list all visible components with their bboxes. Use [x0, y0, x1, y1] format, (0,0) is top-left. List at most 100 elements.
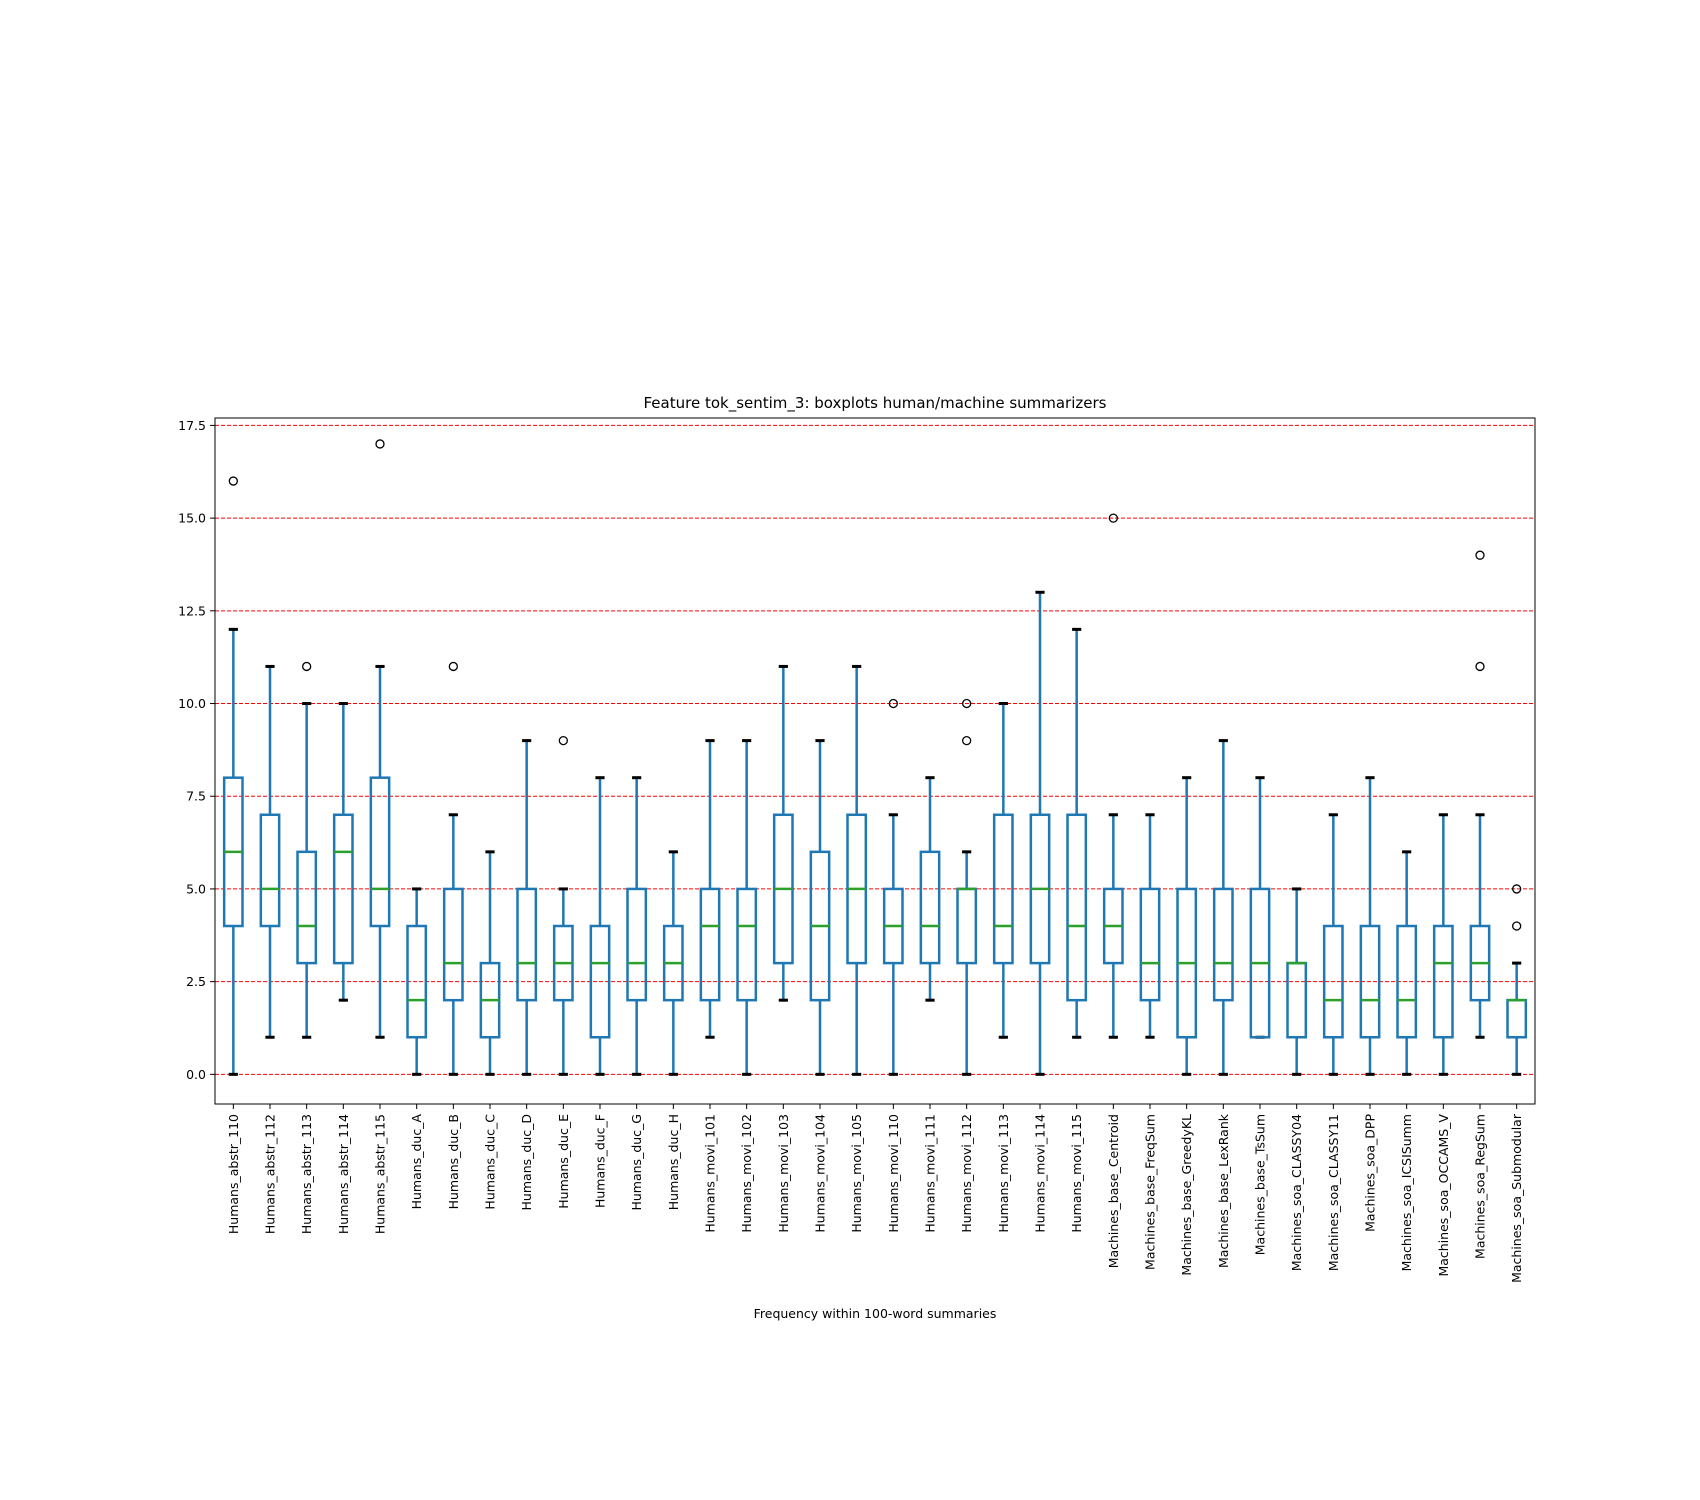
x-tick-label: Machines_base_LexRank	[1216, 1113, 1231, 1268]
x-tick-label: Humans_movi_115	[1069, 1114, 1084, 1233]
x-tick-label: Humans_duc_D	[519, 1114, 534, 1210]
box-group	[809, 739, 831, 1076]
x-tick-label: Machines_base_TsSum	[1253, 1114, 1268, 1255]
box-group	[882, 698, 904, 1076]
plot-area-frame	[214, 417, 1536, 1105]
iqr-box	[956, 887, 978, 965]
x-tick-label: Machines_soa_CLASSY11	[1326, 1114, 1341, 1271]
box-group	[442, 661, 464, 1076]
iqr-box	[1432, 924, 1454, 1039]
x-tick-label: Humans_abstr_115	[373, 1114, 388, 1234]
box-group	[1322, 813, 1344, 1076]
x-tick-label: Humans_movi_104	[813, 1114, 828, 1233]
iqr-box	[589, 924, 611, 1039]
iqr-box	[296, 850, 318, 965]
y-tick-label: 10.0	[178, 696, 206, 711]
iqr-box	[626, 887, 648, 1002]
x-tick-label: Humans_movi_102	[739, 1114, 754, 1233]
x-tick-label: Machines_soa_RegSum	[1473, 1114, 1488, 1259]
iqr-box	[369, 776, 391, 928]
box-group	[1066, 627, 1088, 1039]
box-group	[369, 439, 391, 1039]
box-group	[662, 850, 684, 1076]
box-group	[1286, 887, 1308, 1076]
box-group	[1469, 550, 1491, 1039]
box-group	[1139, 813, 1161, 1039]
box-group	[1102, 513, 1124, 1039]
x-tick-label: Humans_duc_B	[446, 1114, 461, 1209]
grid-lines	[215, 424, 1535, 1075]
box-group	[1396, 850, 1418, 1076]
box-group	[1432, 813, 1454, 1076]
iqr-box	[1322, 924, 1344, 1039]
box-group	[516, 739, 538, 1076]
box-group	[259, 664, 281, 1039]
outlier-point	[448, 661, 458, 672]
iqr-box	[1396, 924, 1418, 1039]
outlier-point	[962, 698, 972, 709]
box-group	[222, 476, 244, 1076]
box-group	[296, 661, 318, 1039]
box-group	[1176, 776, 1198, 1076]
box-group	[699, 739, 721, 1039]
y-tick-label: 5.0	[186, 881, 206, 896]
x-axis-ticks: Humans_abstr_110 Humans_abstr_112 Humans_a…	[226, 1104, 1524, 1283]
x-axis-label: Frequency within 100-word summaries	[754, 1306, 997, 1321]
x-tick-label: Humans_abstr_112	[263, 1114, 278, 1234]
iqr-box	[332, 813, 354, 965]
iqr-box	[1506, 998, 1528, 1039]
y-tick-label: 15.0	[178, 511, 206, 526]
y-tick-label: 0.0	[186, 1067, 206, 1082]
chart-title: Feature tok_sentim_3: boxplots human/mac…	[644, 394, 1107, 413]
x-tick-label: Machines_base_Centroid	[1106, 1114, 1121, 1268]
x-tick-label: Humans_movi_105	[849, 1114, 864, 1233]
y-tick-label: 17.5	[178, 418, 206, 433]
y-tick-label: 7.5	[186, 789, 206, 804]
iqr-box	[699, 887, 721, 1002]
iqr-box	[1286, 961, 1308, 1039]
iqr-box	[516, 887, 538, 1002]
x-tick-label: Machines_soa_CLASSY04	[1289, 1114, 1304, 1271]
x-tick-label: Humans_abstr_110	[226, 1114, 241, 1234]
iqr-box	[1212, 887, 1234, 1002]
box-group	[1359, 776, 1381, 1076]
x-tick-label: Humans_duc_C	[483, 1114, 498, 1210]
box-group	[1029, 590, 1051, 1076]
x-tick-label: Machines_soa_ICSISumm	[1399, 1114, 1414, 1271]
x-tick-label: Humans_movi_111	[923, 1114, 938, 1233]
x-tick-label: Machines_soa_DPP	[1363, 1114, 1378, 1232]
outlier-point	[962, 735, 972, 746]
y-tick-label: 12.5	[178, 603, 206, 618]
box-group	[552, 735, 574, 1076]
box-group	[1506, 884, 1528, 1076]
x-tick-label: Machines_base_FreqSum	[1143, 1114, 1158, 1270]
outlier-point	[1512, 884, 1522, 894]
outlier-point	[1512, 921, 1522, 931]
box-group	[1249, 776, 1271, 1039]
outlier-point	[302, 661, 312, 672]
x-tick-label: Humans_duc_H	[666, 1114, 681, 1210]
iqr-box	[406, 924, 428, 1039]
iqr-box	[992, 813, 1014, 965]
box-group	[1212, 739, 1234, 1076]
outlier-point	[228, 476, 238, 486]
box-group	[992, 702, 1014, 1039]
outlier-point	[375, 439, 385, 449]
iqr-box	[919, 850, 941, 965]
x-tick-label: Humans_duc_F	[593, 1114, 608, 1208]
x-tick-label: Machines_soa_Submodular	[1509, 1113, 1524, 1283]
x-tick-label: Humans_abstr_114	[336, 1114, 351, 1234]
iqr-box	[736, 887, 758, 1002]
x-tick-label: Humans_duc_E	[556, 1114, 571, 1209]
box-group	[589, 776, 611, 1076]
x-tick-label: Humans_movi_114	[1033, 1114, 1048, 1233]
x-tick-label: Humans_duc_A	[409, 1114, 424, 1210]
outlier-point	[888, 698, 898, 709]
box-group	[626, 776, 648, 1076]
box-group	[736, 739, 758, 1076]
x-tick-label: Humans_movi_110	[886, 1114, 901, 1233]
x-tick-label: Machines_base_GreedyKL	[1179, 1114, 1194, 1276]
x-tick-label: Humans_movi_112	[959, 1114, 974, 1233]
y-axis-ticks: 0.0 2.5 5.0 7.5 10.0 12.5 15.0 17.5	[178, 418, 215, 1082]
